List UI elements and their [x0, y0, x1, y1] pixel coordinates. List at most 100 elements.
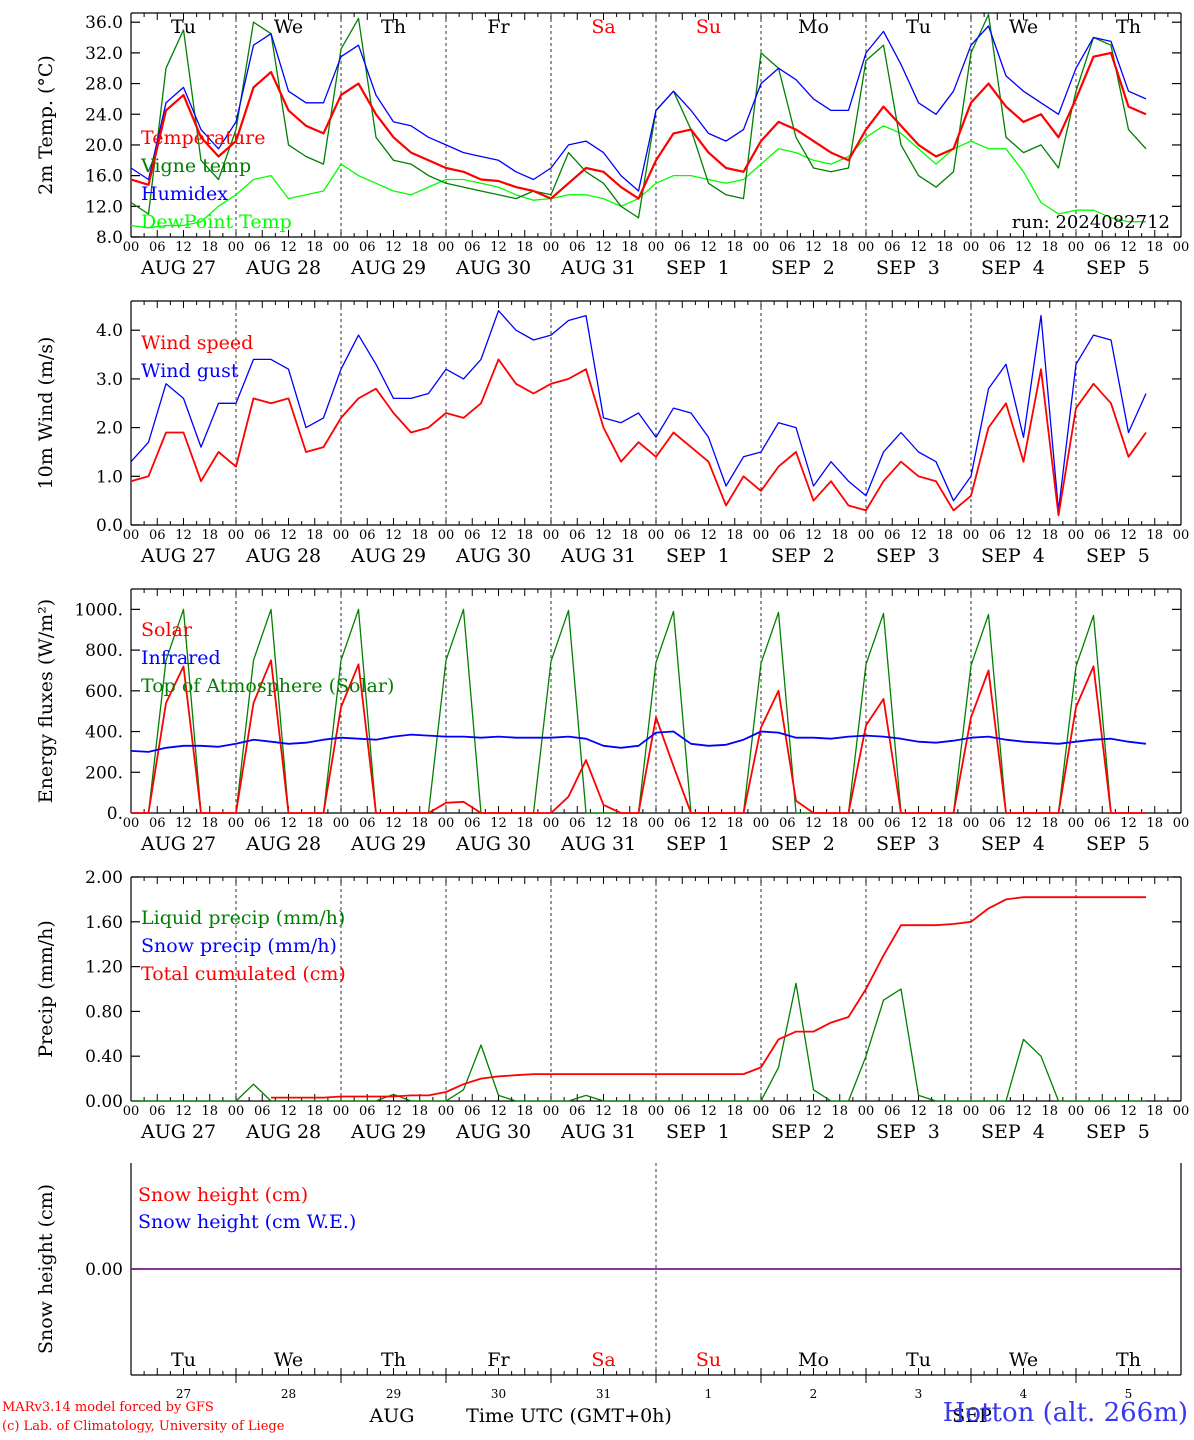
hour-tick-label: 18 — [306, 816, 323, 831]
hour-tick-label: 12 — [1015, 240, 1032, 255]
day-name: Th — [1116, 1349, 1141, 1371]
hour-tick-label: 06 — [569, 1104, 586, 1119]
y-tick-label: 1.60 — [85, 913, 123, 933]
hour-tick-label: 18 — [831, 816, 848, 831]
hour-tick-label: 00 — [438, 1104, 455, 1119]
day-name: Tu — [171, 1349, 196, 1371]
day-name: Th — [381, 1349, 406, 1371]
date-label: SEP 5 — [1086, 1121, 1150, 1143]
series-line — [130, 51, 1147, 200]
hour-tick-label: 18 — [201, 528, 218, 543]
hour-tick-label: 06 — [254, 1104, 271, 1119]
hour-tick-label: 00 — [228, 1104, 245, 1119]
date-label: SEP 1 — [666, 545, 730, 567]
hour-tick-label: 18 — [516, 528, 533, 543]
hour-tick-label: 00 — [753, 1104, 770, 1119]
hour-tick-label: 06 — [989, 528, 1006, 543]
hour-tick-label: 00 — [333, 816, 350, 831]
hour-tick-label: 12 — [1015, 816, 1032, 831]
y-tick-label: 1000. — [74, 600, 123, 620]
hour-tick-label: 12 — [175, 528, 192, 543]
hour-tick-label: 12 — [1120, 528, 1137, 543]
series-line — [130, 730, 1147, 753]
legend-entry: Humidex — [141, 183, 228, 205]
hour-tick-label: 12 — [595, 528, 612, 543]
day-number: 31 — [596, 1387, 611, 1401]
hour-tick-label: 18 — [411, 816, 428, 831]
series-line — [130, 13, 1147, 219]
legend-entry: Temperature — [141, 127, 265, 149]
legend-entry: Liquid precip (mm/h) — [141, 907, 345, 929]
hour-tick-label: 00 — [858, 816, 875, 831]
hour-tick-label: 18 — [831, 528, 848, 543]
hour-tick-label: 00 — [963, 240, 980, 255]
hour-tick-label: 00 — [963, 1104, 980, 1119]
hour-tick-label: 18 — [621, 528, 638, 543]
date-label: SEP 5 — [1086, 833, 1150, 855]
legend-entry: DewPoint Temp — [141, 211, 292, 233]
y-tick-label: 200. — [85, 763, 123, 783]
month-label-aug: AUG — [369, 1405, 415, 1427]
legend-entry: Snow height (cm) — [138, 1184, 308, 1206]
y-tick-label: 2.00 — [85, 868, 123, 888]
legend-entry: Solar — [141, 619, 193, 641]
date-label: AUG 31 — [560, 257, 636, 279]
y-axis-label: 2m Temp. (°C) — [35, 55, 57, 195]
date-label: AUG 30 — [455, 1121, 531, 1143]
date-label: AUG 30 — [455, 833, 531, 855]
y-tick-label: 32.0 — [85, 44, 123, 64]
hour-tick-label: 00 — [228, 240, 245, 255]
hour-tick-label: 06 — [884, 240, 901, 255]
hour-tick-label: 00 — [963, 528, 980, 543]
y-tick-label: 600. — [85, 682, 123, 702]
hour-tick-label: 18 — [1041, 1104, 1058, 1119]
hour-tick-label: 18 — [621, 240, 638, 255]
y-axis-label: 10m Wind (m/s) — [35, 337, 57, 490]
x-axis-title: Time UTC (GMT+0h) — [466, 1405, 672, 1427]
date-label: AUG 29 — [350, 1121, 426, 1143]
hour-tick-label: 12 — [910, 240, 927, 255]
hour-tick-label: 12 — [280, 1104, 297, 1119]
hour-tick-label: 18 — [726, 240, 743, 255]
hour-tick-label: 00 — [753, 240, 770, 255]
date-label: AUG 29 — [350, 545, 426, 567]
hour-tick-label: 12 — [175, 240, 192, 255]
date-label: AUG 27 — [140, 833, 216, 855]
hour-tick-label: 18 — [621, 1104, 638, 1119]
day-name: Fr — [487, 1349, 510, 1371]
date-label: AUG 27 — [140, 257, 216, 279]
series-line — [130, 358, 1147, 517]
hour-tick-label: 06 — [254, 240, 271, 255]
y-axis-label: Precip (mm/h) — [35, 920, 57, 1058]
hour-tick-label: 00 — [648, 528, 665, 543]
hour-tick-label: 18 — [831, 240, 848, 255]
day-number: 30 — [491, 1387, 506, 1401]
hour-tick-label: 18 — [726, 528, 743, 543]
hour-tick-label: 12 — [595, 816, 612, 831]
date-label: SEP 3 — [876, 257, 940, 279]
series-line — [131, 982, 1146, 1102]
date-label: SEP 5 — [1086, 257, 1150, 279]
hour-tick-label: 00 — [648, 1104, 665, 1119]
day-name: Mo — [798, 16, 829, 38]
hour-tick-label: 18 — [306, 240, 323, 255]
hour-tick-label: 00 — [543, 1104, 560, 1119]
hour-tick-label: 00 — [123, 1104, 140, 1119]
date-label: AUG 29 — [350, 257, 426, 279]
hour-tick-label: 18 — [1146, 1104, 1163, 1119]
day-number: 2 — [810, 1387, 818, 1401]
hour-tick-label: 00 — [1173, 816, 1190, 831]
legend-entry: Total cumulated (cm) — [141, 963, 346, 985]
hour-tick-label: 18 — [1146, 240, 1163, 255]
date-label: AUG 28 — [245, 833, 321, 855]
hour-tick-label: 06 — [884, 528, 901, 543]
hour-tick-label: 00 — [1068, 528, 1085, 543]
hour-tick-label: 12 — [490, 816, 507, 831]
hour-tick-label: 00 — [648, 816, 665, 831]
date-label: AUG 27 — [140, 1121, 216, 1143]
day-name: Sa — [591, 1349, 615, 1371]
day-name: Fr — [487, 16, 510, 38]
hour-tick-label: 00 — [858, 1104, 875, 1119]
hour-tick-label: 18 — [516, 816, 533, 831]
